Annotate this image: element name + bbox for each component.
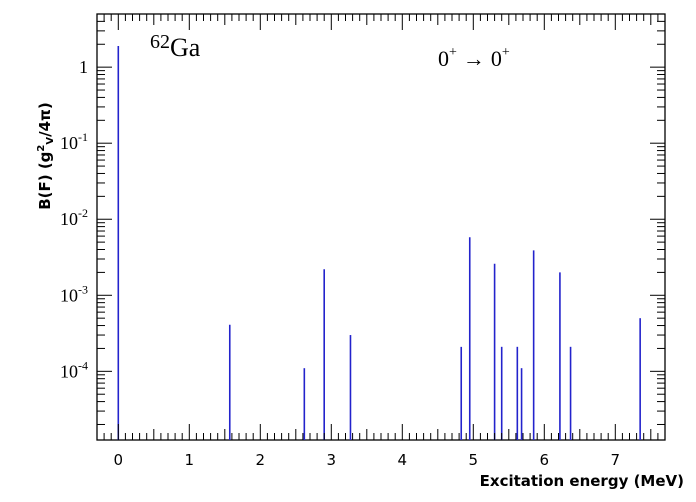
x-tick-label: 1 [185, 451, 195, 469]
x-tick-label: 5 [469, 451, 479, 469]
x-tick-label: 2 [256, 451, 266, 469]
y-tick-label: 10-2 [60, 206, 88, 229]
x-ticks: 0 1 2 3 4 5 6 7 [96, 14, 666, 469]
x-axis-label: Excitation energy (MeV) [480, 472, 684, 490]
spectral-lines [117, 45, 641, 440]
x-tick-label: 3 [327, 451, 337, 469]
y-tick-label: 10-1 [60, 130, 88, 153]
x-tick-label: 6 [540, 451, 550, 469]
nucleus-label: 62Ga [150, 31, 201, 62]
y-tick-label: 10-3 [60, 282, 88, 305]
y-tick-label: 10-4 [60, 358, 88, 381]
x-tick-label: 0 [114, 451, 124, 469]
transition-label: 0+ → 0+ [438, 45, 510, 71]
x-tick-label: 4 [398, 451, 408, 469]
y-tick-label: 1 [79, 57, 88, 77]
y-ticks: 1 10-1 10-2 10-3 10-4 [60, 13, 665, 425]
y-axis-label: B(F) (g2V/4π) [36, 102, 56, 210]
plot-frame [96, 13, 666, 441]
x-tick-label: 7 [611, 451, 621, 469]
